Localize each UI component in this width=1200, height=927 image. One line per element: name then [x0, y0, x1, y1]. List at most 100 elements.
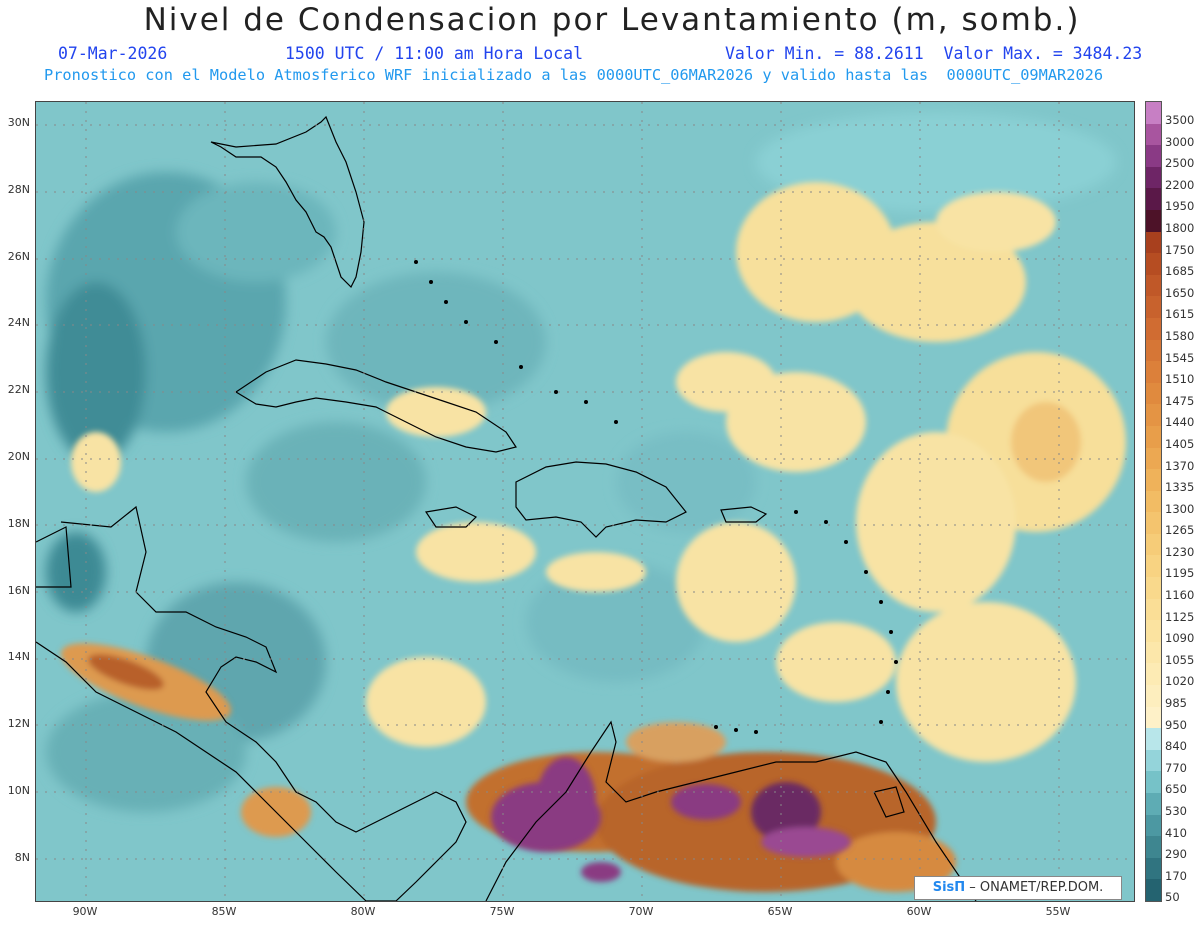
- colorbar-level-label: 1750: [1165, 242, 1195, 257]
- colorbar-level-label: 1950: [1165, 199, 1195, 214]
- jamaica-coastline: [424, 506, 478, 528]
- colorbar-swatch: [1146, 793, 1161, 815]
- small-islands: [414, 260, 898, 734]
- colorbar-level-label: 2500: [1165, 156, 1195, 171]
- colorbar-level-label: 530: [1165, 804, 1187, 819]
- colorbar-swatch: [1146, 490, 1161, 513]
- colorbar-level-label: 1125: [1165, 609, 1195, 624]
- map-panel: [35, 101, 1135, 902]
- colorbar-swatch: [1146, 209, 1161, 232]
- colorbar-swatch: [1146, 102, 1161, 124]
- colorbar-level-label: 50: [1165, 890, 1180, 905]
- lat-label: 26N: [7, 249, 30, 263]
- lon-label: 85W: [211, 905, 237, 918]
- lat-label: 14N: [7, 650, 30, 664]
- colorbar-level-label: 2200: [1165, 177, 1195, 192]
- colorbar-swatch: [1146, 274, 1161, 297]
- colorbar-level-label: 840: [1165, 739, 1187, 754]
- florida-coastline: [210, 115, 365, 289]
- colorbar-level-label: 1405: [1165, 436, 1195, 451]
- credit-text: – ONAMET/REP.DOM.: [965, 880, 1104, 895]
- colorbar-swatch: [1146, 231, 1161, 254]
- colorbar-swatch: [1146, 814, 1161, 837]
- valid-date: 07-Mar-2026: [58, 44, 168, 63]
- coastlines: [36, 115, 977, 901]
- colorbar-level-label: 650: [1165, 782, 1187, 797]
- colorbar-swatch: [1146, 404, 1161, 426]
- hispaniola-coastline: [515, 461, 687, 538]
- colorbar-swatch: [1146, 425, 1161, 448]
- puerto-rico-coastline: [720, 506, 768, 523]
- colorbar-level-label: 1800: [1165, 220, 1195, 235]
- colorbar-swatch: [1146, 836, 1161, 858]
- map-title: Nivel de Condensacion por Levantamiento …: [143, 2, 1081, 38]
- central-america-coastline: [36, 505, 467, 901]
- colorbar-level-label: 410: [1165, 825, 1187, 840]
- colorbar-swatch: [1146, 145, 1161, 167]
- colorbar-level-label: 1195: [1165, 566, 1195, 581]
- colorbar-level-label: 1300: [1165, 501, 1195, 516]
- colorbar-level-label: 1230: [1165, 544, 1195, 559]
- colorbar-level-label: 1650: [1165, 285, 1195, 300]
- valid-time: 1500 UTC / 11:00 am Hora Local: [285, 44, 584, 63]
- very-high-lcl-purple: [491, 757, 851, 882]
- colorbar-level-label: 1335: [1165, 480, 1195, 495]
- colorbar-level-label: 1475: [1165, 393, 1195, 408]
- colorbar-swatch: [1146, 253, 1161, 275]
- lon-label: 70W: [628, 905, 654, 918]
- dry-yellow-areas: [71, 182, 1126, 762]
- colorbar-level-label: 1055: [1165, 652, 1195, 667]
- colorbar-swatch: [1146, 857, 1161, 880]
- lat-label: 30N: [7, 116, 30, 129]
- colorbar-swatch: [1146, 469, 1161, 491]
- colorbar-swatch: [1146, 620, 1161, 642]
- colorbar-swatch: [1146, 598, 1161, 621]
- south-america-coastline: [485, 720, 977, 901]
- colorbar-level-label: 770: [1165, 760, 1187, 775]
- colorbar-level-label: 1580: [1165, 328, 1195, 343]
- lat-label: 10N: [7, 784, 30, 797]
- colorbar-level-label: 1020: [1165, 674, 1195, 689]
- colorbar-swatch: [1146, 706, 1161, 729]
- lat-label: 22N: [7, 383, 30, 397]
- lat-label: 18N: [7, 516, 30, 530]
- lon-label: 60W: [906, 905, 932, 918]
- colorbar-swatch: [1146, 339, 1161, 362]
- colorbar-swatch: [1146, 382, 1161, 405]
- colorbar-swatch: [1146, 447, 1161, 470]
- colorbar-swatch: [1146, 641, 1161, 664]
- cuba-coastline: [234, 359, 517, 453]
- graticule: [36, 102, 1134, 901]
- colorbar-swatch: [1146, 296, 1161, 318]
- lon-label: 55W: [1045, 905, 1071, 918]
- colorbar-swatch: [1146, 123, 1161, 146]
- colorbar-level-label: 1685: [1165, 264, 1195, 279]
- lat-label: 16N: [7, 583, 30, 597]
- colorbar-level-label: 1090: [1165, 631, 1195, 646]
- value-range: Valor Min. = 88.2611 Valor Max. = 3484.2…: [725, 44, 1143, 63]
- lat-label: 20N: [7, 450, 30, 463]
- colorbar-level-label: 1440: [1165, 415, 1195, 430]
- credit-box: SisΠ – ONAMET/REP.DOM.: [914, 876, 1122, 900]
- lon-label: 80W: [350, 905, 376, 918]
- colorbar-level-label: 1545: [1165, 350, 1195, 365]
- colorbar-swatch: [1146, 317, 1161, 340]
- lat-label: 8N: [14, 850, 30, 864]
- colorbar-swatch: [1146, 512, 1161, 534]
- colorbar-swatch: [1146, 663, 1161, 686]
- colorbar-level-label: 950: [1165, 717, 1187, 732]
- colorbar-level-label: 170: [1165, 868, 1187, 883]
- forecast-info: Pronostico con el Modelo Atmosferico WRF…: [44, 66, 1104, 84]
- lat-label: 28N: [7, 182, 30, 196]
- colorbar-swatch: [1146, 555, 1161, 578]
- lon-label: 75W: [489, 905, 515, 918]
- trinidad-coastline: [873, 786, 905, 818]
- colorbar-swatch: [1146, 685, 1161, 707]
- colorbar-swatch: [1146, 728, 1161, 750]
- colorbar-swatch: [1146, 749, 1161, 772]
- lcl-field-map: [36, 102, 1134, 901]
- colorbar-level-label: 1615: [1165, 307, 1195, 322]
- colorbar: [1145, 101, 1162, 902]
- colorbar-swatch: [1146, 533, 1161, 556]
- brand-logo: SisΠ: [932, 880, 966, 895]
